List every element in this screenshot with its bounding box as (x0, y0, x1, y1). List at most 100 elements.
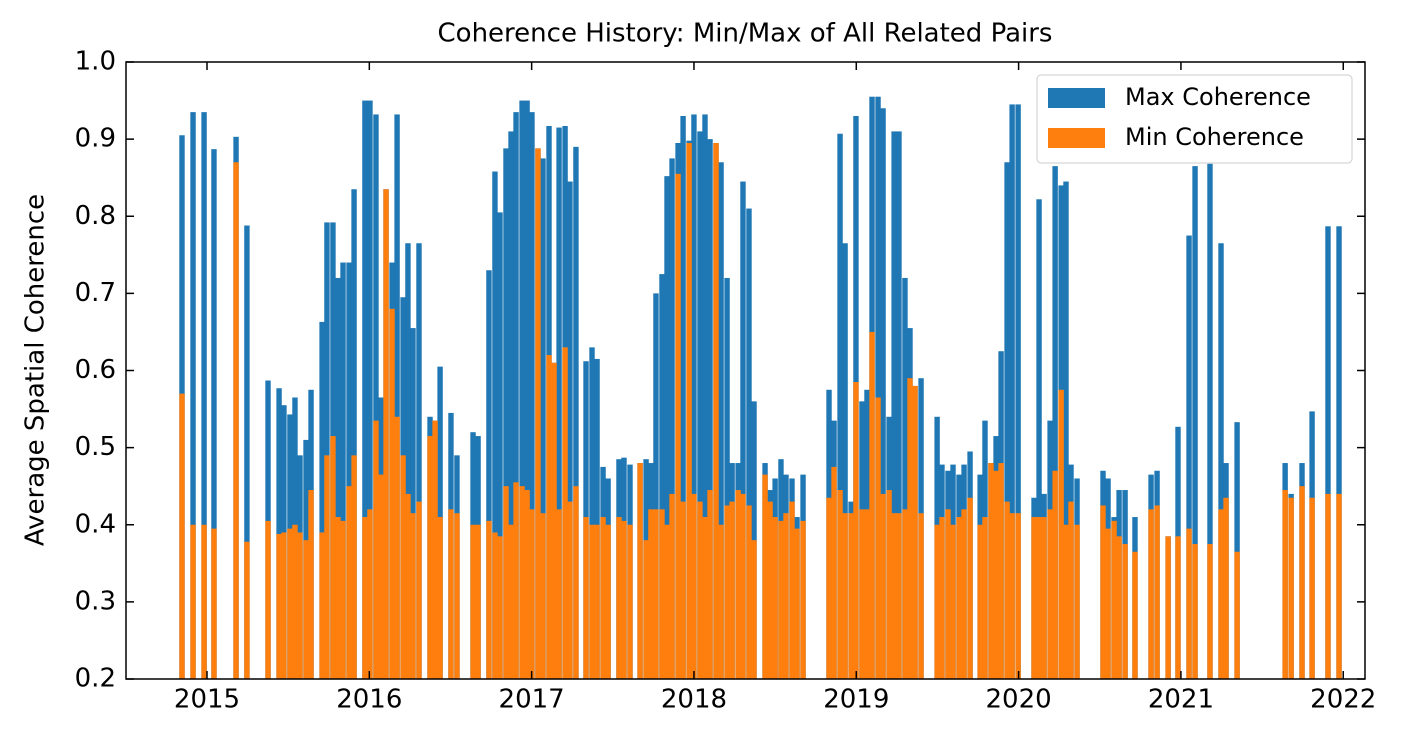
bar (934, 524, 940, 679)
bar (492, 171, 498, 679)
bar (244, 225, 250, 679)
bar (551, 362, 557, 679)
bar (1047, 509, 1053, 679)
bar (179, 393, 185, 679)
bar (1336, 226, 1342, 679)
bar (308, 490, 314, 679)
bar (324, 222, 330, 680)
legend-swatch (1048, 88, 1105, 108)
bar (594, 358, 600, 679)
x-tick-label: 2020 (986, 685, 1052, 715)
bar (643, 540, 649, 679)
bar (556, 127, 562, 679)
bar (324, 455, 330, 679)
bar (1068, 501, 1074, 679)
bar (233, 162, 239, 679)
bar (319, 321, 325, 679)
bar (998, 463, 1004, 679)
bar (448, 509, 454, 679)
bar (508, 524, 514, 679)
bar (281, 532, 287, 679)
bar (340, 520, 346, 679)
x-tick-label: 2015 (174, 685, 240, 715)
bar (211, 149, 217, 679)
bar (1116, 536, 1122, 679)
bar (1207, 544, 1213, 679)
bar (1186, 235, 1192, 679)
bar (891, 131, 897, 680)
bar (373, 420, 379, 679)
bar (988, 463, 994, 679)
bar (772, 517, 778, 679)
bar (211, 528, 217, 679)
bar (297, 532, 303, 679)
bar (967, 497, 973, 679)
bar (378, 474, 384, 679)
bar (190, 524, 196, 679)
bar (691, 114, 697, 679)
bar (1223, 497, 1229, 679)
bar (416, 243, 422, 679)
bar (540, 158, 546, 679)
bar (367, 100, 373, 679)
bar (346, 262, 352, 679)
bar (875, 397, 881, 679)
bar (351, 455, 357, 679)
bar (497, 536, 503, 679)
bar (1148, 509, 1154, 679)
bar (190, 112, 196, 680)
bar (896, 131, 902, 680)
y-tick-label: 0.3 (75, 586, 116, 616)
x-tick-label: 2022 (1310, 685, 1376, 715)
bar (1132, 551, 1138, 679)
bar (778, 520, 784, 679)
bar (697, 501, 703, 679)
bar (600, 517, 606, 679)
bar (713, 142, 719, 679)
bar (621, 520, 627, 679)
bar (956, 517, 962, 679)
bar (508, 131, 514, 680)
bar (292, 524, 298, 679)
bar (637, 463, 643, 679)
y-tick-label: 0.9 (75, 124, 116, 154)
bar (837, 133, 843, 679)
bar (410, 513, 416, 679)
bar (794, 528, 800, 679)
bar (201, 524, 207, 679)
bar (880, 493, 886, 679)
bar (519, 486, 525, 679)
bar (1154, 505, 1160, 679)
bar (605, 524, 611, 679)
bar (1036, 199, 1042, 679)
bar (859, 509, 865, 679)
bar (842, 513, 848, 679)
bar (367, 509, 373, 679)
bar (416, 501, 422, 679)
bar (724, 505, 730, 679)
bar (346, 486, 352, 679)
bar (529, 509, 535, 679)
bar (1031, 517, 1037, 679)
bar (583, 517, 589, 679)
bar (896, 513, 902, 679)
bar (562, 347, 568, 679)
bar (497, 212, 503, 680)
bar (680, 501, 686, 679)
bar (746, 208, 752, 679)
bar (945, 509, 951, 679)
bar (707, 139, 713, 679)
bar (746, 505, 752, 679)
bar (1192, 544, 1198, 679)
bar (1299, 486, 1305, 679)
bar (918, 513, 924, 679)
bar (961, 509, 967, 679)
bar (837, 490, 843, 679)
bar (1234, 422, 1240, 679)
bar (864, 509, 870, 679)
bar (519, 100, 525, 679)
bar (437, 517, 443, 679)
bar (1122, 544, 1128, 679)
y-tick-label: 0.6 (75, 355, 116, 385)
